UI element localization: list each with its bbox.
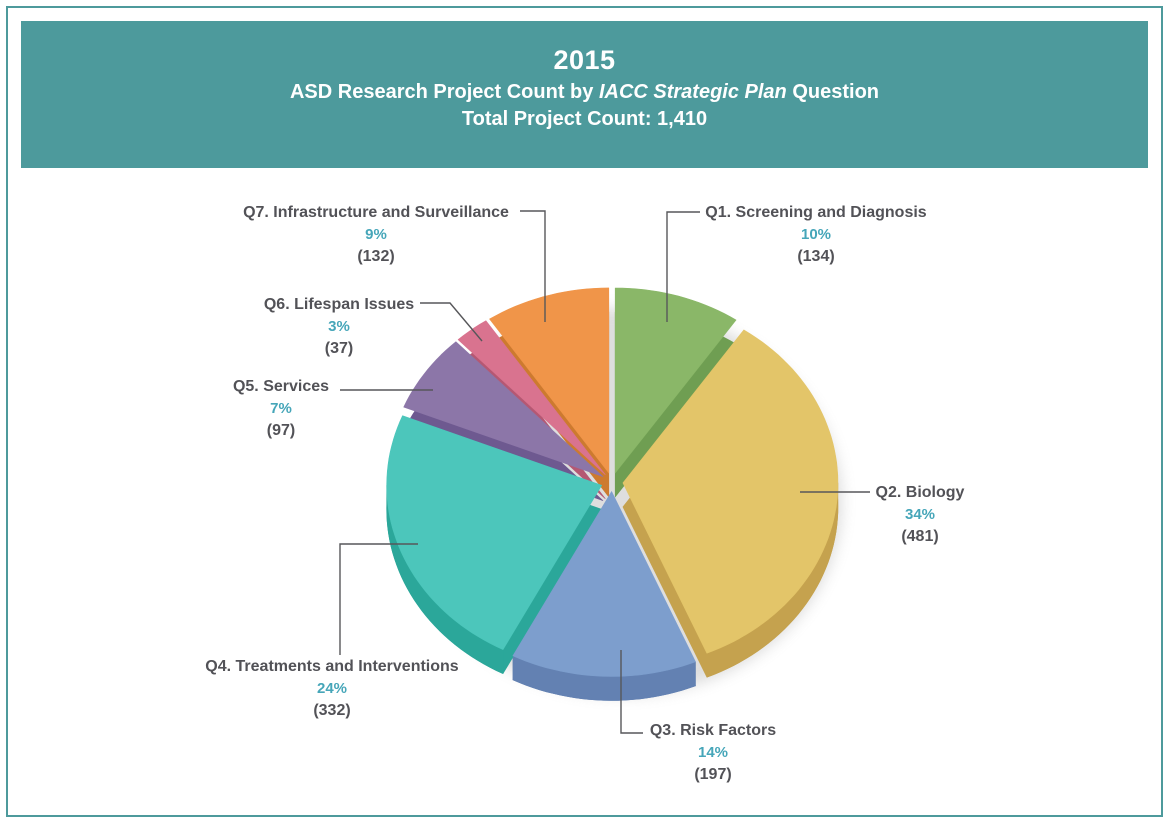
title-banner: 2015 ASD Research Project Count by IACC … — [21, 21, 1148, 168]
pie-chart-svg — [339, 210, 870, 734]
slice-percent: 24% — [316, 680, 348, 697]
slice-label-q6: Q6. Lifespan Issues 3% (37) — [264, 293, 414, 360]
slice-count: (197) — [694, 766, 732, 783]
leader-lines — [339, 210, 870, 734]
leader-line-q4 — [339, 543, 418, 655]
slice-name: Q3. Risk Factors — [649, 722, 777, 739]
pie-slice-q5 — [403, 341, 604, 477]
pie-slice-q2 — [622, 329, 839, 654]
subtitle-prefix: ASD Research Project Count by — [289, 81, 599, 103]
total-project-count: Total Project Count: 1,410 — [461, 108, 708, 130]
slice-count: (132) — [357, 248, 395, 265]
slice-percent: 9% — [365, 226, 387, 243]
chart-year-title: 2015 — [553, 45, 616, 75]
leader-line-q1 — [666, 211, 700, 322]
pie-slice-q6 — [457, 320, 606, 475]
subtitle-suffix: Question — [786, 81, 880, 103]
slice-name: Q2. Biology — [875, 484, 965, 501]
slice-percent: 34% — [904, 506, 936, 523]
leader-line-q6 — [420, 302, 483, 342]
pie-slice-q7 — [489, 287, 610, 474]
slice-percent: 7% — [270, 400, 292, 417]
slice-count: (37) — [324, 340, 354, 357]
chart-subtitle: ASD Research Project Count by IACC Strat… — [21, 79, 1148, 106]
leader-line-q3 — [620, 650, 643, 734]
subtitle-italic-part: IACC Strategic Plan — [598, 81, 787, 103]
pie-chart-area: Q1. Screening and Diagnosis 10% (134) Q2… — [0, 168, 1169, 823]
slice-name: Q6. Lifespan Issues — [263, 296, 415, 313]
slice-count: (332) — [313, 702, 351, 719]
slice-name: Q5. Services — [232, 378, 330, 395]
slice-percent: 10% — [800, 226, 832, 243]
slice-count: (97) — [266, 422, 296, 439]
slice-label-q2: Q2. Biology 34% (481) — [876, 481, 965, 548]
slice-percent: 3% — [328, 318, 350, 335]
slice-label-q1: Q1. Screening and Diagnosis 10% (134) — [705, 201, 926, 268]
pie-slice-q4 — [386, 415, 602, 650]
slice-label-q4: Q4. Treatments and Interventions 24% (33… — [205, 655, 458, 722]
leader-line-q7 — [520, 210, 546, 322]
slice-name: Q7. Infrastructure and Surveillance — [243, 204, 509, 221]
slice-percent: 14% — [697, 744, 729, 761]
slice-label-q5: Q5. Services 7% (97) — [233, 375, 329, 442]
slice-name: Q4. Treatments and Interventions — [205, 658, 459, 675]
slice-label-q3: Q3. Risk Factors 14% (197) — [650, 719, 776, 786]
pie-slice-q3 — [512, 491, 696, 677]
pie-slices — [386, 287, 839, 701]
slice-name: Q1. Screening and Diagnosis — [705, 204, 927, 221]
slice-count: (134) — [797, 248, 835, 265]
pie-slice-q1 — [614, 287, 737, 474]
slice-count: (481) — [901, 528, 939, 545]
slice-label-q7: Q7. Infrastructure and Surveillance 9% (… — [243, 201, 509, 268]
